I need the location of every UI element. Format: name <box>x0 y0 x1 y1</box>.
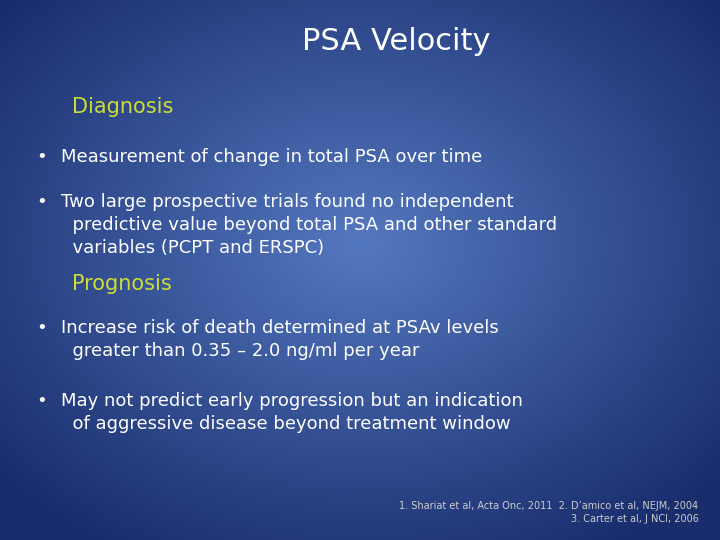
Text: Two large prospective trials found no independent
  predictive value beyond tota: Two large prospective trials found no in… <box>61 193 557 257</box>
Text: Prognosis: Prognosis <box>72 274 172 294</box>
Text: •: • <box>36 319 47 337</box>
Text: May not predict early progression but an indication
  of aggressive disease beyo: May not predict early progression but an… <box>61 392 523 433</box>
Text: •: • <box>36 148 47 166</box>
Text: •: • <box>36 392 47 410</box>
Text: Increase risk of death determined at PSAv levels
  greater than 0.35 – 2.0 ng/ml: Increase risk of death determined at PSA… <box>61 319 499 360</box>
Text: Measurement of change in total PSA over time: Measurement of change in total PSA over … <box>61 148 482 166</box>
Text: Diagnosis: Diagnosis <box>72 97 174 117</box>
Text: •: • <box>36 193 47 211</box>
Text: PSA Velocity: PSA Velocity <box>302 27 490 56</box>
Text: 1. Shariat et al, Acta Onc, 2011  2. D’amico et al, NEJM, 2004
3. Carter et al, : 1. Shariat et al, Acta Onc, 2011 2. D’am… <box>400 501 698 524</box>
